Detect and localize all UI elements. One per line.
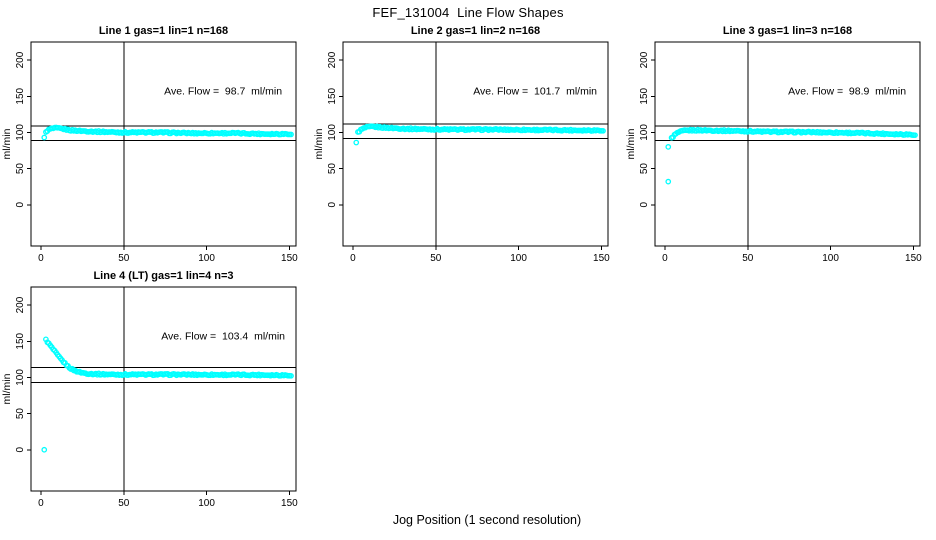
ave-flow-annotation: Ave. Flow = 98.7 ml/min [164,86,282,98]
panel-title: Line 3 gas=1 lin=3 n=168 [723,25,852,37]
data-point [912,132,918,139]
y-tick-label: 0 [15,202,26,208]
x-tick-label: 0 [662,253,668,264]
x-tick-label: 150 [281,253,298,264]
x-tick-label: 50 [118,253,130,264]
y-tick-label: 200 [639,51,650,68]
ave-flow-annotation: Ave. Flow = 98.9 ml/min [788,86,906,98]
y-tick-label: 150 [15,332,26,349]
x-tick-label: 50 [430,253,442,264]
outlier-point [41,134,48,141]
outlier-point [41,446,48,453]
x-tick-label: 0 [350,253,356,264]
panel-1: 0 50 100 150 0 50 100 150 200 Line 1 gas=1 lin=1 … [1,25,298,264]
x-tick-label: 150 [905,253,922,264]
y-tick-label: 200 [327,51,338,68]
y-axis-title: ml/min [625,128,637,159]
y-tick-label: 200 [15,51,26,68]
data-series [353,123,606,146]
x-tick-label: 50 [118,498,130,509]
y-tick-label: 150 [639,87,650,104]
y-tick-label: 50 [15,408,26,420]
data-point [288,131,294,138]
y-tick-label: 50 [15,163,26,175]
data-point [600,127,606,134]
y-tick-label: 200 [15,296,26,313]
x-tick-label: 0 [38,253,44,264]
data-series [665,126,918,185]
outlier-point [353,139,360,146]
panel-3: 0 50 100 150 0 50 100 150 200 Line 3 gas=1 lin=3 … [625,25,922,264]
x-tick-label: 100 [822,253,839,264]
panel-4: 0 50 100 150 0 50 100 150 200 Line 4 (LT) gas=1 l… [1,270,298,509]
x-tick-label: 0 [38,498,44,509]
panel-title: Line 1 gas=1 lin=1 n=168 [99,25,228,37]
x-axis-label: Jog Position (1 second resolution) [392,513,582,527]
y-axis-title: ml/min [1,373,13,404]
y-tick-label: 0 [327,202,338,208]
y-axis-title: ml/min [1,128,13,159]
ave-flow-annotation: Ave. Flow = 103.4 ml/min [161,331,285,343]
y-tick-label: 50 [327,163,338,175]
x-tick-label: 150 [593,253,610,264]
outlier-point [665,144,672,150]
y-tick-label: 100 [15,124,26,141]
ave-flow-annotation: Ave. Flow = 101.7 ml/min [473,86,597,98]
plot-box [654,41,921,247]
y-tick-label: 150 [327,87,338,104]
x-tick-label: 100 [198,498,215,509]
y-tick-label: 100 [15,369,26,386]
y-tick-label: 100 [327,124,338,141]
y-tick-label: 0 [15,447,26,453]
y-tick-label: 50 [639,163,650,175]
data-series [41,336,294,453]
plot-box [342,41,609,247]
y-tick-label: 0 [639,202,650,208]
outlier-point [665,178,672,185]
y-tick-label: 150 [15,87,26,104]
x-tick-label: 100 [510,253,527,264]
x-tick-label: 150 [281,498,298,509]
plot-box [30,41,297,247]
main-title: FEF_131004 Line Flow Shapes [372,5,564,20]
x-tick-label: 100 [198,253,215,264]
panel-title: Line 2 gas=1 lin=2 n=168 [411,25,540,37]
panel-2: 0 50 100 150 0 50 100 150 200 Line 2 gas=1 lin=2 … [313,25,610,264]
panel-title: Line 4 (LT) gas=1 lin=4 n=3 [93,270,233,282]
data-point [288,372,294,379]
y-axis-title: ml/min [313,128,325,159]
x-tick-label: 50 [742,253,754,264]
y-tick-label: 100 [639,124,650,141]
data-series [41,124,294,141]
plot-box [30,286,297,492]
